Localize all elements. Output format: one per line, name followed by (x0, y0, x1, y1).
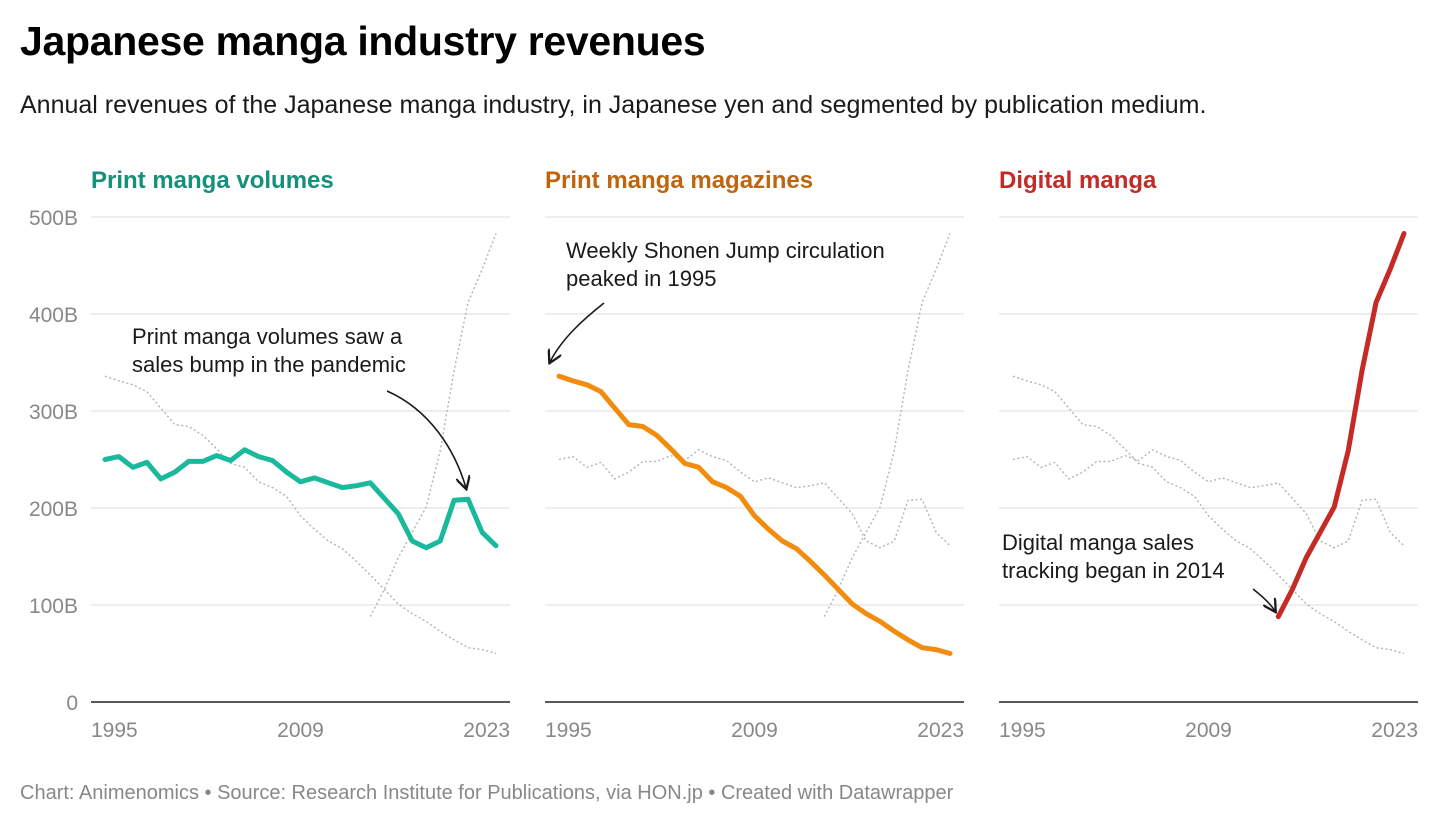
chart-subtitle: Annual revenues of the Japanese manga in… (20, 91, 1207, 119)
annotation-text: sales bump in the pandemic (132, 352, 406, 377)
annotation-arrow (1252, 588, 1275, 611)
x-tick-label: 1995 (999, 719, 1046, 742)
panel-title: Digital manga (999, 167, 1157, 194)
annotation-arrow (550, 302, 605, 362)
x-tick-label: 2023 (917, 719, 964, 742)
series-line-print-manga-magazines (556, 373, 953, 656)
y-tick-label: 300B (29, 401, 78, 424)
context-line-print-manga-magazines (1012, 375, 1405, 655)
panel-title: Print manga magazines (545, 167, 813, 194)
y-tick-label: 0 (66, 692, 78, 715)
x-tick-label: 2009 (731, 719, 778, 742)
annotation-text: peaked in 1995 (566, 266, 716, 291)
x-tick-label: 2023 (463, 719, 510, 742)
context-line-digital-manga (823, 233, 951, 617)
x-tick-label: 1995 (91, 719, 138, 742)
chart-footer: Chart: Animenomics • Source: Research In… (20, 782, 954, 804)
y-tick-label: 200B (29, 498, 78, 521)
annotation-arrow (386, 390, 466, 488)
y-tick-label: 500B (29, 207, 78, 230)
panel-print-manga-volumes: Print manga volumes 1995 2009 2023 (91, 167, 510, 742)
panel-title: Print manga volumes (91, 167, 334, 194)
x-tick-label: 2009 (277, 719, 324, 742)
chart-title: Japanese manga industry revenues (20, 18, 706, 64)
annotation-text: tracking began in 2014 (1002, 558, 1225, 583)
x-tick-label: 2009 (1185, 719, 1232, 742)
panel-digital-manga: Digital manga 1995 2009 2023 (999, 167, 1418, 742)
series-line-digital-manga (1275, 231, 1407, 620)
x-tick-label: 2023 (1371, 719, 1418, 742)
annotation-text: Digital manga sales (1002, 530, 1194, 555)
context-line-print-manga-magazines (104, 375, 497, 655)
series-line-print-manga-volumes (102, 447, 499, 551)
x-tick-label: 1995 (545, 719, 592, 742)
panel-print-manga-magazines: Print manga magazines 1995 2009 2023 (545, 167, 964, 742)
annotation-text: Weekly Shonen Jump circulation (566, 238, 885, 263)
y-tick-label: 400B (29, 304, 78, 327)
annotation-text: Print manga volumes saw a (132, 324, 403, 349)
y-tick-label: 100B (29, 595, 78, 618)
